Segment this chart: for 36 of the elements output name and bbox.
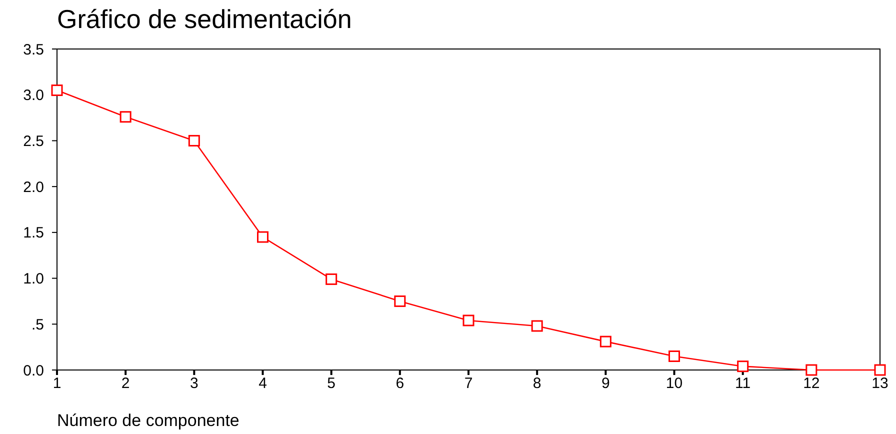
x-tick-label: 5	[327, 375, 336, 392]
point	[394, 295, 406, 307]
y-tick-label: 3.5	[23, 41, 44, 58]
x-tick-label: 2	[121, 375, 130, 392]
point	[874, 364, 886, 376]
y-tick-label: 2.5	[23, 132, 44, 150]
y-tick-label: 3.0	[23, 87, 44, 104]
x-tick-label: 3	[190, 375, 198, 392]
point	[737, 360, 749, 372]
x-tick-label: 1	[52, 375, 62, 392]
x-tick-label: 12	[803, 375, 820, 392]
point	[462, 314, 474, 326]
point	[600, 336, 612, 348]
x-axis-title: Número de componente	[57, 411, 240, 430]
chart-title: Gráfico de sedimentación	[57, 4, 352, 34]
x-tick-label: 9	[601, 375, 610, 392]
x-tick-label: 6	[396, 375, 404, 392]
point	[806, 364, 818, 376]
x-tick-label: 4	[258, 375, 267, 392]
x-tick-label: 8	[532, 375, 542, 392]
point	[531, 320, 543, 332]
y-tick-label: 0.0	[23, 362, 44, 380]
y-tick-label: 1.5	[23, 224, 44, 242]
point	[51, 84, 63, 96]
point	[120, 111, 132, 123]
y-tick-label: 2.0	[23, 178, 44, 196]
x-tick-label: 10	[666, 375, 683, 392]
point	[257, 231, 268, 243]
y-tick-label: 1.0	[23, 270, 44, 288]
point	[668, 350, 680, 362]
point	[188, 134, 200, 146]
x-tick-label: 7	[464, 375, 473, 392]
x-tick-label: 13	[872, 375, 888, 392]
y-tick-label: .5	[31, 316, 44, 334]
point	[326, 273, 338, 285]
x-tick-label: 11	[735, 375, 751, 392]
